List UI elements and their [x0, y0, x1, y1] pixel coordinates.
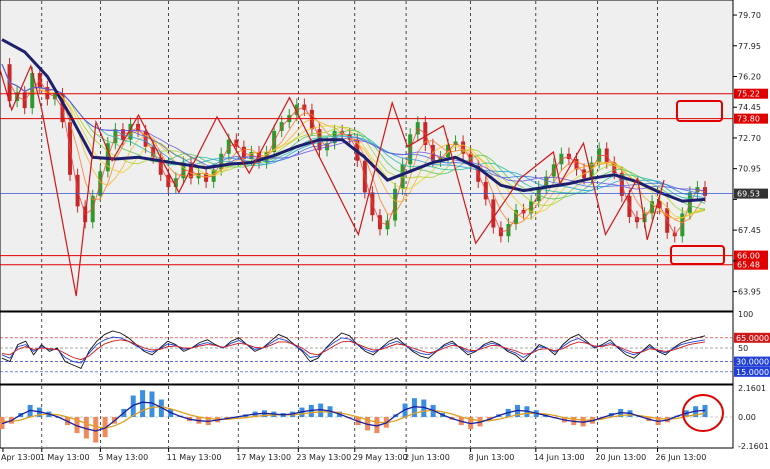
macd-histogram-bar	[130, 395, 136, 417]
ribbon-ma-line	[1, 64, 706, 219]
macd-axis: 2.1601 0.00 -2.1601	[738, 384, 769, 451]
ribbon-ma-line	[1, 64, 706, 225]
time-tick-label: 1 May 13:00	[40, 453, 90, 462]
annotation-box-upper[interactable]	[676, 100, 723, 122]
macd-histogram-bar	[411, 398, 417, 417]
price-tick-label: 67.45	[738, 226, 761, 235]
macd-tick-label: -2.1601	[738, 442, 769, 451]
time-tick-label: 2 Jun 13:00	[404, 453, 450, 462]
time-tick-label: 23 May 13:00	[296, 453, 351, 462]
level-label-bg	[734, 250, 768, 261]
price-tick-label: 63.95	[738, 288, 761, 297]
rsi-level-label: 15.0000	[736, 368, 769, 377]
macd-histogram-bar	[74, 417, 80, 434]
time-tick-label: 29 May 13:00	[353, 453, 408, 462]
macd-histogram-bar	[421, 399, 427, 417]
macd-tick-label: 2.1601	[738, 384, 766, 393]
price-tick-label: 77.95	[738, 42, 761, 51]
level-label-bg	[734, 88, 768, 99]
price-levels	[0, 93, 733, 266]
level-label-bg	[734, 259, 768, 270]
level-label: 66.00	[737, 252, 760, 261]
time-tick-label: 11 May 13:00	[167, 453, 222, 462]
time-tick-label: 26 Jun 13:00	[656, 453, 707, 462]
macd-histogram-bar	[83, 417, 89, 439]
macd-histogram-bar	[158, 399, 164, 417]
time-tick-label: Apr 13:00	[1, 453, 40, 462]
macd-tick-label: 0.00	[738, 413, 756, 422]
time-tick-label: 5 May 13:00	[98, 453, 148, 462]
macd-histogram-bar	[102, 417, 108, 438]
price-tick-label: 72.70	[738, 134, 761, 143]
rsi-tick-label: 100	[738, 310, 753, 319]
level-label: 75.22	[737, 90, 760, 99]
rsi-line	[1, 339, 706, 361]
main-moving-average	[1, 38, 706, 203]
level-label: 73.80	[737, 115, 760, 124]
macd-histogram-bar	[318, 403, 324, 417]
ma-ribbon	[1, 64, 706, 236]
level-label-bg	[734, 113, 768, 124]
price-tick-label: 76.20	[738, 72, 761, 81]
time-tick-label: 17 May 13:00	[236, 453, 291, 462]
current-price-label-bg	[734, 188, 768, 199]
macd-histogram-bar	[374, 417, 380, 434]
macd-histogram-bar	[149, 391, 155, 417]
rsi-level-label-bg	[734, 332, 770, 343]
rsi-level-label: 30.0000	[736, 358, 769, 367]
rsi-level-label: 65.0000	[736, 334, 769, 343]
level-label: 65.48	[737, 261, 760, 270]
price-tick-label: 70.95	[738, 165, 761, 174]
time-tick-label: 8 Jun 13:00	[469, 453, 515, 462]
current-price-label: 69.53	[737, 190, 760, 199]
ribbon-ma-line	[1, 64, 706, 205]
macd-main-line	[1, 401, 706, 432]
rsi-tick-label: 50	[738, 344, 748, 353]
rsi-lines	[1, 330, 706, 369]
price-tick-label: 74.45	[738, 103, 761, 112]
price-tick-label: 79.70	[738, 11, 761, 20]
time-tick-label: 14 Jun 13:00	[534, 453, 585, 462]
zigzag-path	[0, 64, 665, 297]
price-panel	[0, 0, 734, 312]
annotation-circle[interactable]	[682, 394, 724, 432]
macd-signal-line	[2, 406, 706, 429]
macd-lines	[1, 401, 706, 432]
time-tick-label: 20 Jun 13:00	[595, 453, 646, 462]
rsi-level-label-bg	[734, 356, 770, 367]
macd-histogram-bar	[93, 417, 99, 443]
time-axis: Apr 13:00 1 May 13:00 5 May 13:00 11 May 13…	[1, 448, 706, 462]
zigzag-line	[0, 64, 665, 297]
macd-histogram-bar	[140, 390, 146, 417]
rsi-line	[1, 330, 706, 369]
ribbon-ma-line	[1, 64, 706, 192]
rsi-level-label-bg	[734, 366, 770, 377]
main-ma-line	[1, 38, 706, 203]
annotation-box-lower[interactable]	[670, 245, 725, 265]
ribbon-ma-line	[1, 64, 706, 199]
ribbon-ma-line	[1, 64, 706, 236]
